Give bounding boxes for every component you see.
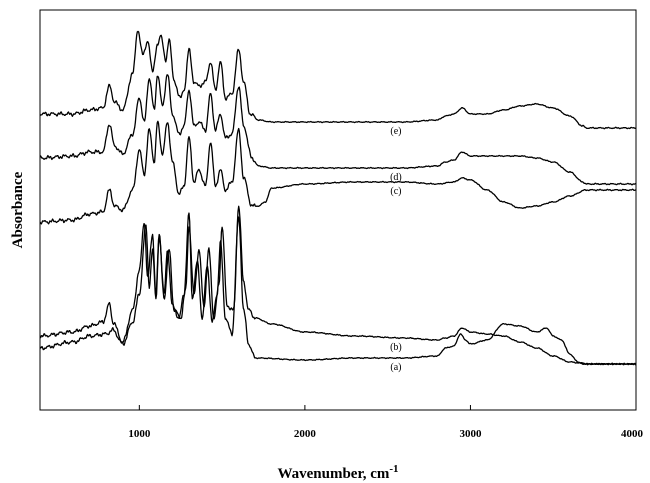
spectrum-line-a bbox=[39, 212, 637, 366]
plot-frame bbox=[39, 9, 637, 411]
curve-labels: (a) (b) (c) (d) (e) bbox=[390, 126, 402, 373]
spectra-curves bbox=[39, 30, 637, 366]
curve-label-c: (c) bbox=[390, 186, 401, 197]
x-tick-label: 3000 bbox=[459, 428, 482, 440]
y-axis-title: Absorbance bbox=[10, 171, 26, 248]
spectrum-line-c bbox=[39, 120, 637, 225]
x-tick-label: 1000 bbox=[128, 428, 151, 440]
curve-label-a: (a) bbox=[390, 362, 401, 373]
x-axis-ticks: 1000 2000 3000 4000 bbox=[128, 405, 644, 440]
curve-label-e: (e) bbox=[390, 126, 401, 137]
x-tick-label: 2000 bbox=[294, 428, 317, 440]
x-axis-title: Wavenumber, cm-1 bbox=[277, 463, 398, 482]
spectrum-line-d bbox=[39, 74, 637, 186]
spectrum-line-e bbox=[39, 30, 636, 130]
x-tick-label: 4000 bbox=[621, 428, 644, 440]
curve-label-b: (b) bbox=[390, 342, 402, 353]
curve-label-d: (d) bbox=[390, 172, 402, 183]
spectrum-line-b bbox=[39, 205, 637, 366]
